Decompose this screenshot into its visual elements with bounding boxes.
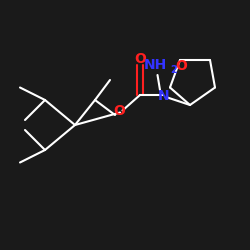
Text: O: O <box>113 104 125 118</box>
Text: N: N <box>158 89 170 103</box>
Text: NH: NH <box>144 58 167 72</box>
Text: O: O <box>134 52 146 66</box>
Text: 2: 2 <box>170 65 177 75</box>
Text: O: O <box>175 59 187 73</box>
